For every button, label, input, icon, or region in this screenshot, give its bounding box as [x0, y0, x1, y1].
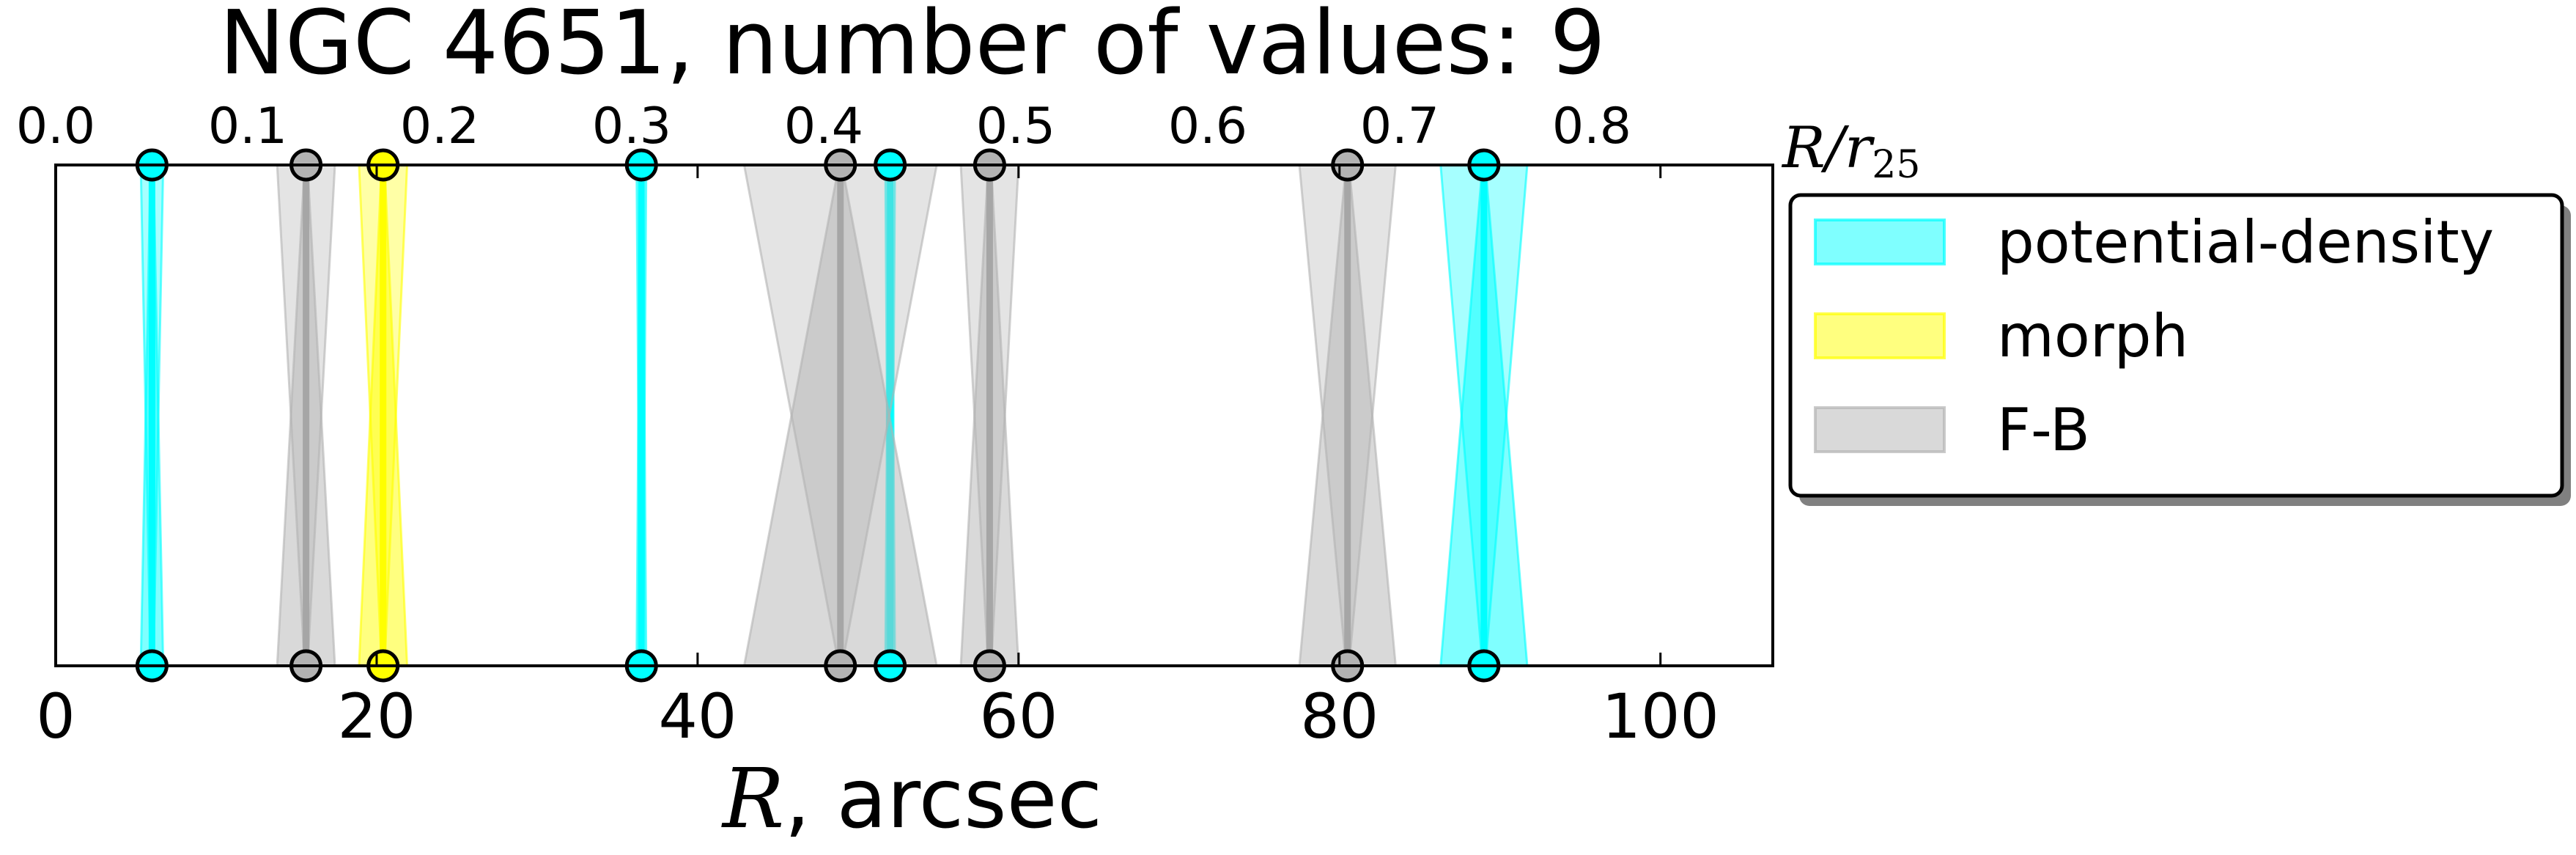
x2-tick-label-2: 0.2 — [400, 98, 479, 155]
legend: potential-density morph F-B — [1788, 193, 2571, 506]
legend-swatch-F-B — [1814, 406, 1946, 453]
legend-box — [1788, 193, 2564, 498]
x2-tick-label-0: 0.0 — [16, 98, 95, 155]
x2-tick-label-3: 0.3 — [592, 98, 671, 155]
top-axis-label-main: R/r — [1781, 115, 1875, 181]
x-tick-label-1: 20 — [337, 680, 416, 752]
legend-label-F-B: F-B — [1997, 396, 2090, 464]
x2-tick-label-8: 0.8 — [1552, 98, 1631, 155]
plot-area-frame — [54, 164, 1774, 667]
top-axis-label-subscript: 25 — [1872, 143, 1920, 187]
x-tick-label-3: 60 — [979, 680, 1058, 752]
top-axis-label: R/r25 — [1781, 115, 1920, 187]
x-tick-label-0: 0 — [36, 680, 75, 752]
x-axis-label: R, arcsec — [721, 752, 1102, 847]
x-axis-label-unit: , arcsec — [784, 752, 1102, 847]
legend-label-potential-density: potential-density — [1997, 208, 2494, 276]
legend-swatch-morph — [1814, 312, 1946, 359]
x-axis-label-symbol: R — [721, 752, 784, 847]
x-tick-label-2: 40 — [658, 680, 737, 752]
x2-tick-label-4: 0.4 — [784, 98, 863, 155]
x2-tick-label-1: 0.1 — [208, 98, 287, 155]
top-axis: 0.0 0.1 0.2 0.3 0.4 0.5 0.6 0.7 0.8 — [16, 98, 1631, 155]
legend-label-morph: morph — [1997, 302, 2188, 370]
bottom-axis: 0 20 40 60 80 100 — [36, 165, 1719, 752]
legend-swatch-potential-density — [1814, 219, 1946, 265]
x2-tick-label-5: 0.5 — [976, 98, 1055, 155]
x2-tick-label-6: 0.6 — [1168, 98, 1247, 155]
chart-title: NGC 4651, number of values: 9 — [219, 0, 1606, 95]
legend-items: potential-density morph F-B — [1814, 208, 2494, 464]
x-tick-label-4: 80 — [1300, 680, 1379, 752]
x2-tick-label-7: 0.7 — [1360, 98, 1439, 155]
x-tick-label-5: 100 — [1602, 680, 1719, 752]
band-layer — [139, 164, 1529, 667]
